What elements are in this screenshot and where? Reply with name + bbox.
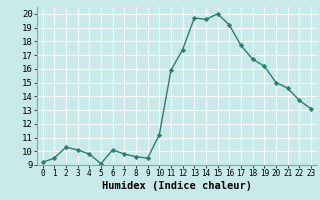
X-axis label: Humidex (Indice chaleur): Humidex (Indice chaleur) [102, 181, 252, 191]
